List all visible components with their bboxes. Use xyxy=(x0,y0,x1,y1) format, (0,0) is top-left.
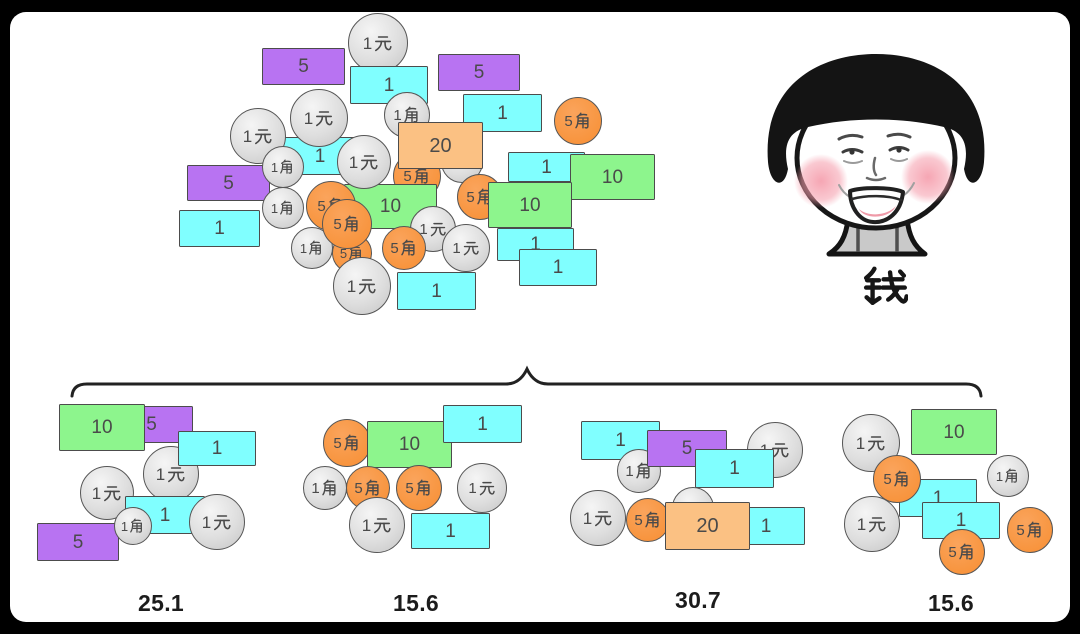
bill-5[interactable]: 5 xyxy=(438,54,520,91)
bill-1[interactable]: 1 xyxy=(519,249,597,286)
coin-1yuan[interactable]: 1 xyxy=(844,496,900,552)
coin-5jiao[interactable]: 5 xyxy=(939,529,985,575)
bill-10[interactable]: 10 xyxy=(59,404,145,451)
coin-1jiao[interactable]: 1 xyxy=(114,507,152,545)
bill-1[interactable]: 1 xyxy=(695,449,774,488)
bill-5[interactable]: 5 xyxy=(262,48,345,85)
bill-10[interactable]: 10 xyxy=(488,182,572,228)
bill-10[interactable]: 10 xyxy=(911,409,997,455)
coin-5jiao[interactable]: 5 xyxy=(1007,507,1053,553)
meme-hair xyxy=(767,54,985,183)
group2-total: 15.6 xyxy=(393,590,439,616)
bill-20[interactable]: 20 xyxy=(398,122,483,169)
coin-1jiao[interactable]: 1 xyxy=(987,455,1029,497)
bill-5[interactable]: 5 xyxy=(187,165,270,201)
group3-total: 30.7 xyxy=(675,587,721,613)
coin-1jiao[interactable]: 1 xyxy=(262,146,304,188)
coin-1yuan[interactable]: 1 xyxy=(442,224,490,272)
coin-1yuan[interactable]: 1 xyxy=(189,494,245,550)
coin-1yuan[interactable]: 1 xyxy=(457,463,507,513)
bill-5[interactable]: 5 xyxy=(37,523,119,561)
bill-10[interactable]: 10 xyxy=(570,154,655,200)
bill-1[interactable]: 1 xyxy=(443,405,522,443)
bill-1[interactable]: 1 xyxy=(397,272,476,310)
coin-5jiao[interactable]: 5 xyxy=(396,465,442,511)
meme-cheek-right xyxy=(901,150,955,204)
coin-5jiao[interactable]: 5 xyxy=(626,498,670,542)
meme-face-image xyxy=(767,54,985,257)
meme-cheek-left xyxy=(794,154,848,208)
coin-1yuan[interactable]: 1 xyxy=(570,490,626,546)
bill-1[interactable]: 1 xyxy=(411,513,490,549)
coin-5jiao[interactable]: 5 xyxy=(873,455,921,503)
group4-total: 15.6 xyxy=(928,590,974,616)
coin-5jiao[interactable]: 5 xyxy=(554,97,602,145)
bill-20[interactable]: 20 xyxy=(665,502,750,550)
coin-5jiao[interactable]: 5 xyxy=(323,419,371,467)
coin-1yuan[interactable]: 1 xyxy=(348,13,408,73)
coin-1yuan[interactable]: 1 xyxy=(290,89,348,147)
coin-1jiao[interactable]: 1 xyxy=(262,187,304,229)
coin-1jiao[interactable]: 1 xyxy=(303,466,347,510)
coin-1yuan[interactable]: 1 xyxy=(349,497,405,553)
coin-1yuan[interactable]: 1 xyxy=(333,257,391,315)
coin-1yuan[interactable]: 1 xyxy=(337,135,391,189)
coin-5jiao[interactable]: 5 xyxy=(382,226,426,270)
money-caption xyxy=(862,266,909,312)
bill-1[interactable]: 1 xyxy=(178,431,256,466)
group1-total: 25.1 xyxy=(138,590,184,616)
bill-1[interactable]: 1 xyxy=(179,210,260,247)
bill-10[interactable]: 10 xyxy=(367,421,452,468)
coin-5jiao[interactable]: 5 xyxy=(322,199,372,249)
